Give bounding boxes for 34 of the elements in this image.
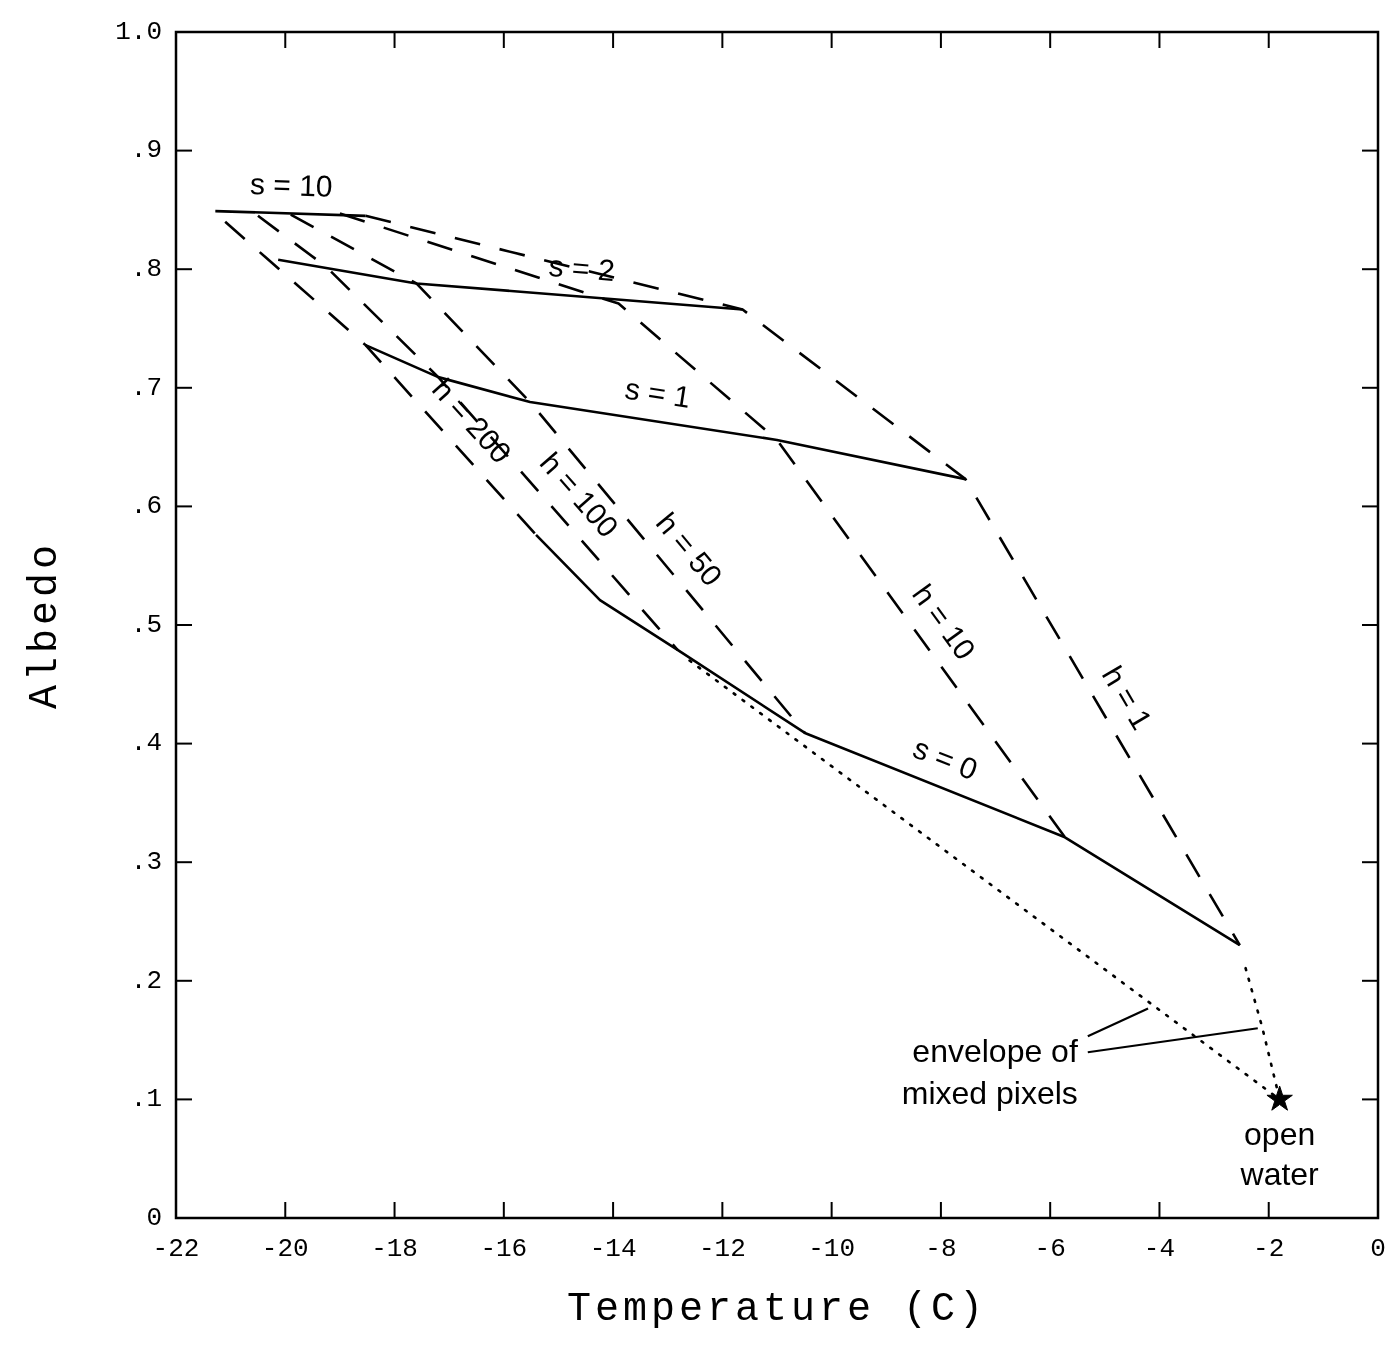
y-tick-label: 1.0 xyxy=(115,16,162,47)
y-tick-label: 0 xyxy=(146,1202,162,1233)
text: h = 1 xyxy=(1095,660,1159,736)
x-tick-label: -22 xyxy=(152,1234,200,1264)
y-axis-title: Albedo xyxy=(23,540,68,710)
x-tick-label: -14 xyxy=(589,1234,637,1264)
x-tick-label: -10 xyxy=(808,1234,856,1264)
text: s = 1 xyxy=(622,371,693,415)
y-tick-label: .3 xyxy=(130,847,162,878)
y-tick-label: .1 xyxy=(130,1084,162,1115)
x-axis-title: Temperature (C) xyxy=(566,1287,988,1332)
annotation: open water xyxy=(1239,1116,1320,1193)
x-tick-label: -2 xyxy=(1253,1234,1285,1264)
text: s = 0 xyxy=(908,731,983,787)
y-tick-label: .4 xyxy=(130,728,162,759)
x-tick-label: -16 xyxy=(480,1234,528,1264)
x-tick-label: -20 xyxy=(261,1234,309,1264)
x-tick-label: -4 xyxy=(1143,1234,1176,1264)
text: h = 10 xyxy=(906,578,983,666)
x-tick-label: -8 xyxy=(925,1234,957,1264)
text: h = 50 xyxy=(649,506,730,593)
y-tick-label: .8 xyxy=(130,254,162,285)
y-tick-label: .9 xyxy=(130,135,162,166)
y-tick-label: .2 xyxy=(130,965,162,996)
y-tick-label: .6 xyxy=(130,491,162,522)
series-label: s = 10 xyxy=(249,167,334,203)
y-tick-label: .5 xyxy=(130,609,162,640)
annotation: envelope of mixed pixels xyxy=(901,1033,1078,1112)
x-tick-label: -6 xyxy=(1034,1234,1066,1264)
text: h = 100 xyxy=(533,445,626,544)
x-tick-label: -18 xyxy=(371,1234,418,1264)
x-tick-label: 0 xyxy=(1370,1234,1386,1264)
y-tick-label: .7 xyxy=(130,372,162,403)
x-tick-label: -12 xyxy=(698,1234,746,1264)
